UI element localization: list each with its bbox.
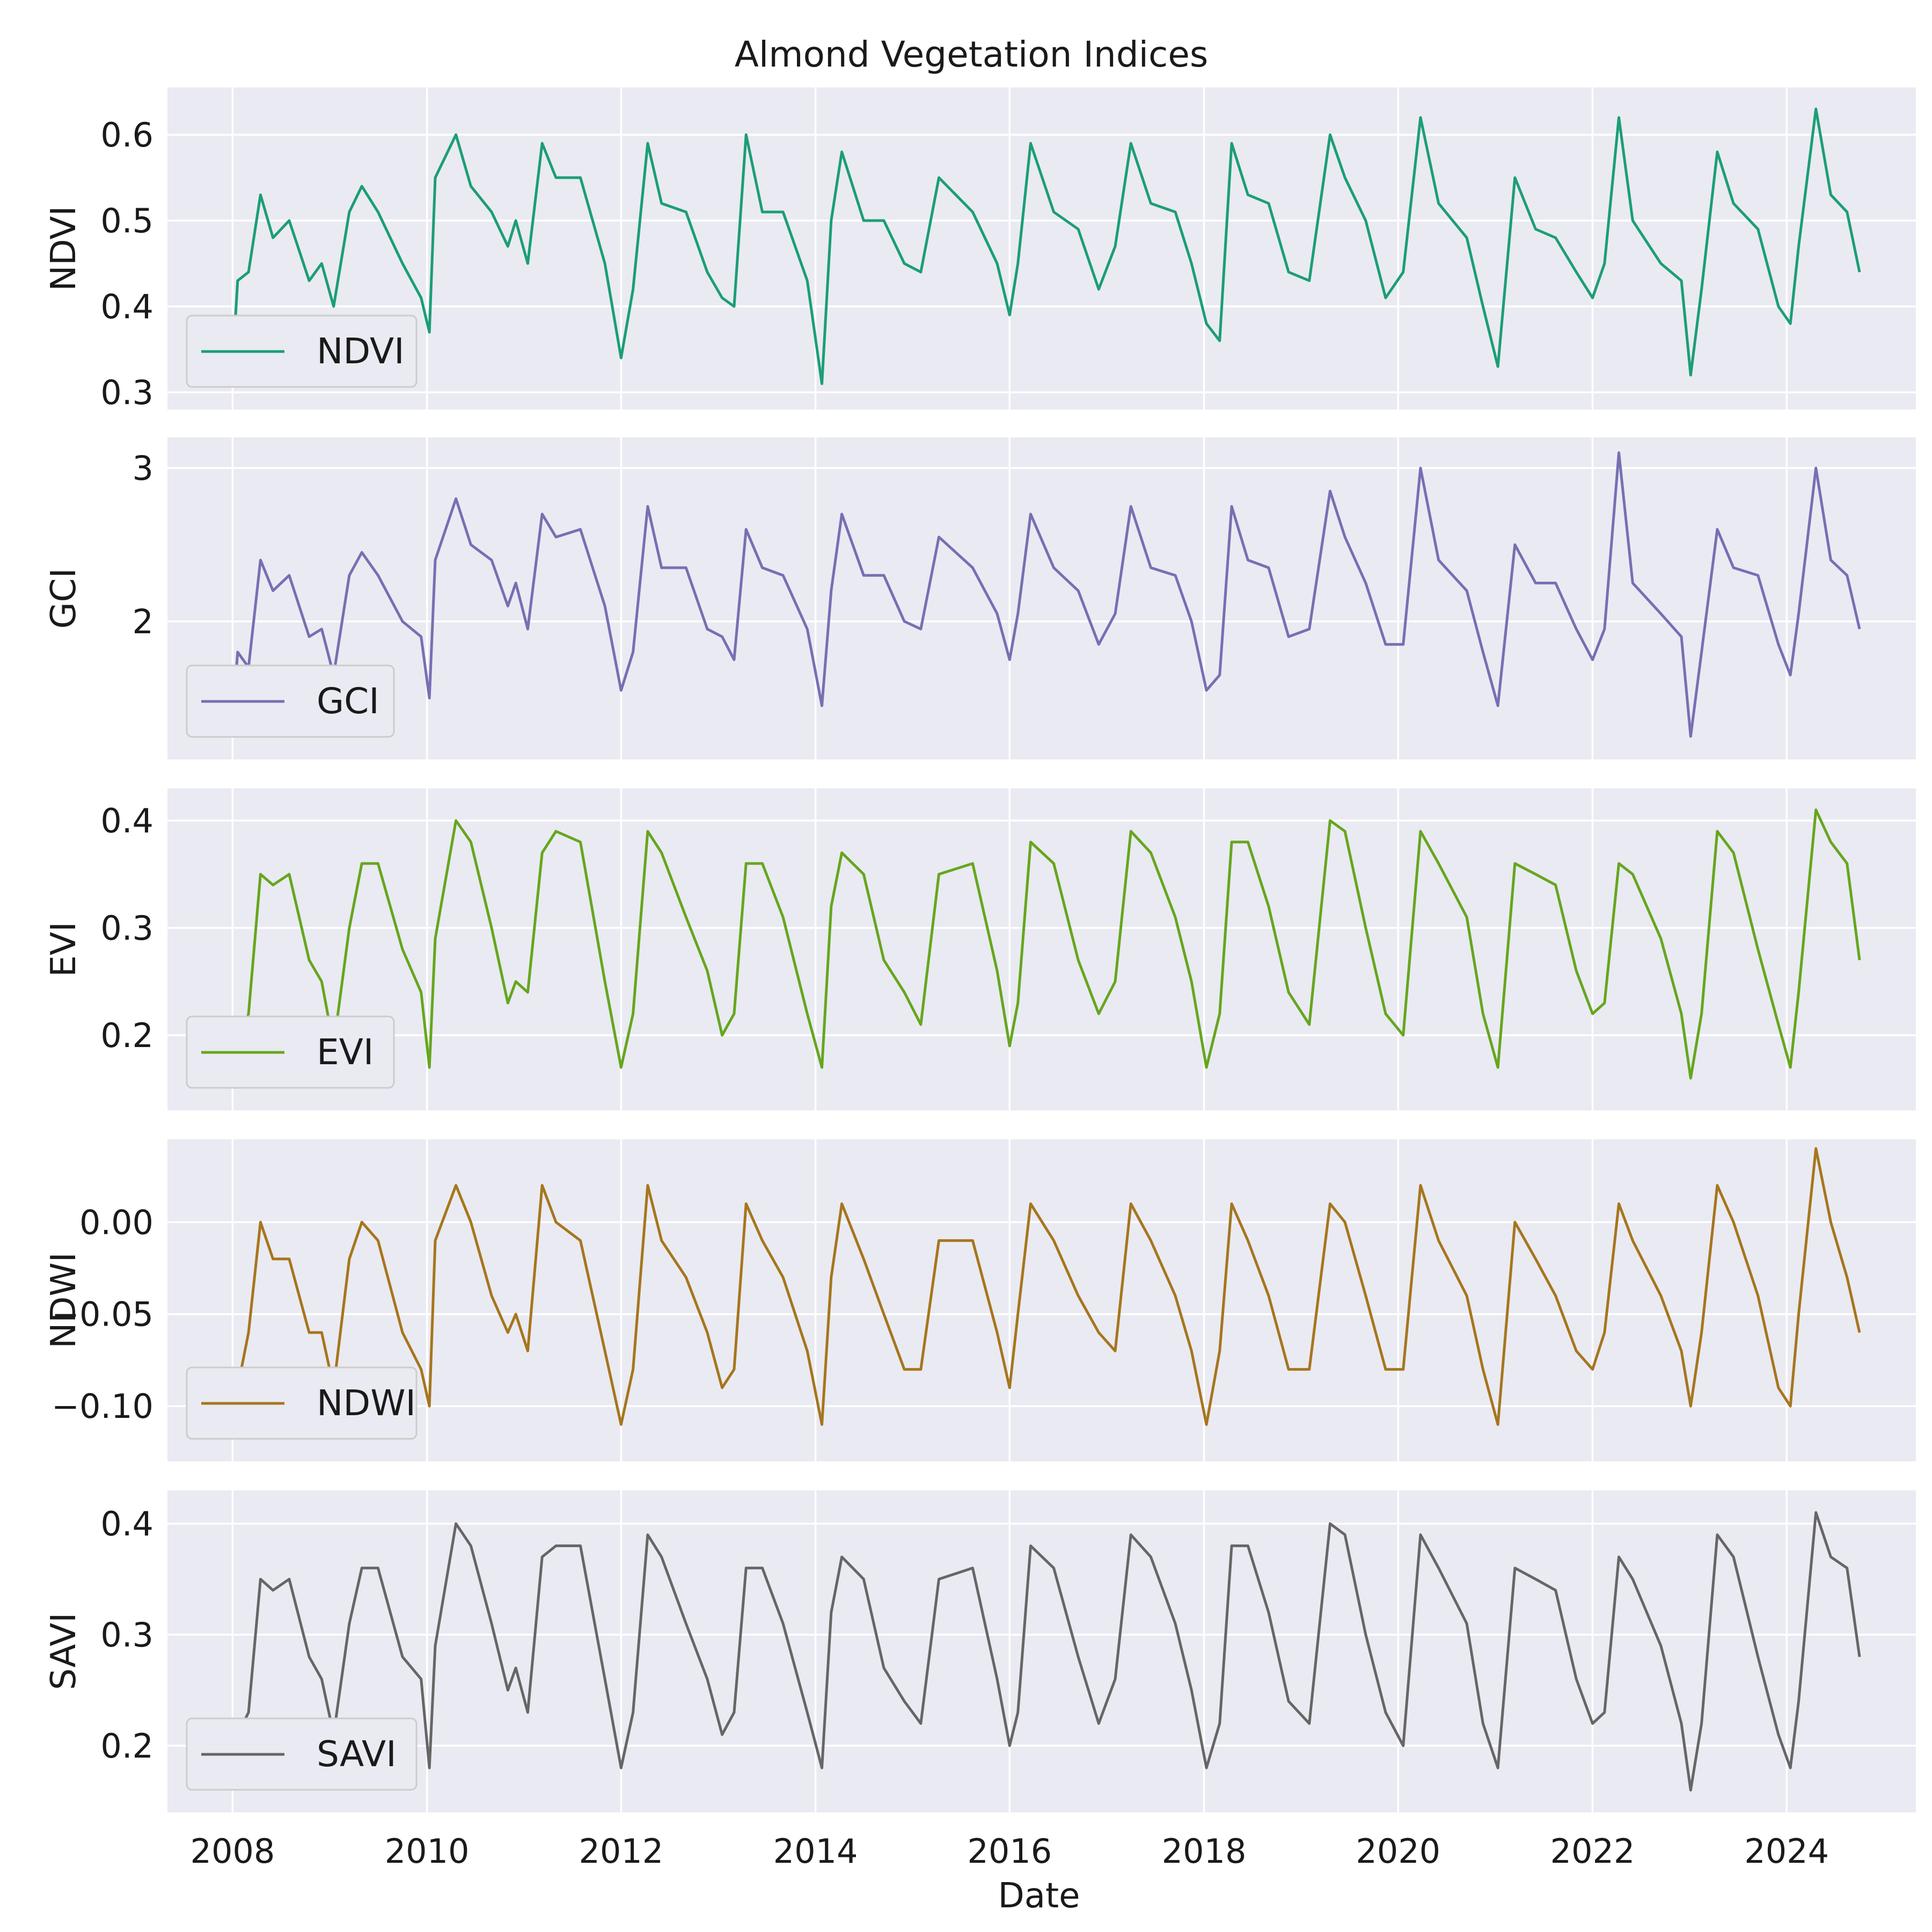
- legend-savi: SAVI: [186, 1717, 418, 1791]
- legend-box: [186, 1366, 418, 1440]
- y-tick-label: −0.05: [52, 1295, 153, 1334]
- y-tick-label: 0.6: [100, 115, 153, 155]
- panel-savi: 0.2 0.3 0.4 SAVI SAVI: [44, 1490, 1916, 1812]
- legend-gci: GCI: [186, 664, 395, 738]
- panels-container: 0.3 0.4 0.5 0.6 NDVI NDVI 2 3 GCI GCI 0.2 0.3 0.4 EVI…: [44, 87, 1916, 1812]
- legend-ndwi: NDWI: [186, 1366, 418, 1440]
- series-line-gci: [231, 451, 1861, 738]
- y-tick-label: 0.00: [79, 1203, 153, 1242]
- y-axis-label-evi: EVI: [44, 921, 84, 977]
- y-axis-label-ndvi: NDVI: [44, 206, 84, 291]
- y-tick-label: 0.2: [100, 1726, 153, 1766]
- panel-background: [167, 437, 1916, 759]
- panel-background: [167, 1139, 1916, 1461]
- x-tick-label: 2010: [385, 1832, 470, 1871]
- legend-box: [186, 1717, 418, 1791]
- x-axis-ticks: 2008 2010 2012 2014 2016 2018 2020 2022 2024: [191, 1832, 1829, 1871]
- x-tick-label: 2020: [1356, 1832, 1440, 1871]
- panel-ndvi: 0.3 0.4 0.5 0.6 NDVI NDVI: [44, 87, 1916, 412]
- legend-box: [186, 314, 418, 388]
- legend-box: [186, 664, 395, 738]
- series-line-ndwi: [231, 1147, 1861, 1426]
- legend-label: NDWI: [317, 1382, 416, 1424]
- y-tick-label: −0.10: [52, 1387, 153, 1426]
- legend-label: SAVI: [317, 1733, 397, 1775]
- legend-label: EVI: [317, 1031, 374, 1073]
- y-tick-label: 3: [133, 449, 153, 488]
- x-tick-label: 2022: [1550, 1832, 1635, 1871]
- panel-ndwi: −0.10 −0.05 0.00 NDWI NDWI: [44, 1139, 1916, 1461]
- series-line-evi: [231, 808, 1861, 1080]
- y-axis-label-savi: SAVI: [44, 1613, 84, 1690]
- x-tick-label: 2016: [967, 1832, 1052, 1871]
- series-line-ndvi: [231, 107, 1861, 385]
- legend-label: NDVI: [317, 331, 405, 372]
- y-axis-label-gci: GCI: [44, 568, 84, 628]
- x-tick-label: 2012: [579, 1832, 663, 1871]
- legend-label: GCI: [317, 680, 379, 722]
- y-tick-label: 0.4: [100, 801, 153, 840]
- panel-background: [167, 1490, 1916, 1812]
- x-tick-label: 2024: [1744, 1832, 1829, 1871]
- y-tick-label: 0.3: [100, 909, 153, 948]
- y-tick-label: 2: [133, 602, 153, 641]
- y-tick-label: 0.3: [100, 373, 153, 412]
- panel-background: [167, 788, 1916, 1110]
- panel-background: [167, 87, 1916, 409]
- x-tick-label: 2014: [773, 1832, 858, 1871]
- legend-ndvi: NDVI: [186, 314, 418, 388]
- x-tick-label: 2018: [1162, 1832, 1247, 1871]
- y-tick-label: 0.4: [100, 287, 153, 326]
- legend-box: [186, 1015, 395, 1089]
- chart-title: Almond Vegetation Indices: [735, 34, 1209, 75]
- y-tick-label: 0.4: [100, 1504, 153, 1543]
- y-tick-label: 0.3: [100, 1615, 153, 1655]
- y-tick-label: 0.5: [100, 201, 153, 240]
- x-tick-label: 2008: [191, 1832, 275, 1871]
- panel-gci: 2 3 GCI GCI: [44, 437, 1916, 759]
- panel-evi: 0.2 0.3 0.4 EVI EVI: [44, 788, 1916, 1110]
- y-tick-label: 0.2: [100, 1016, 153, 1055]
- y-axis-label-ndwi: NDWI: [44, 1252, 84, 1348]
- series-line-savi: [231, 1511, 1861, 1792]
- legend-evi: EVI: [186, 1015, 395, 1089]
- x-axis-label: Date: [998, 1876, 1080, 1916]
